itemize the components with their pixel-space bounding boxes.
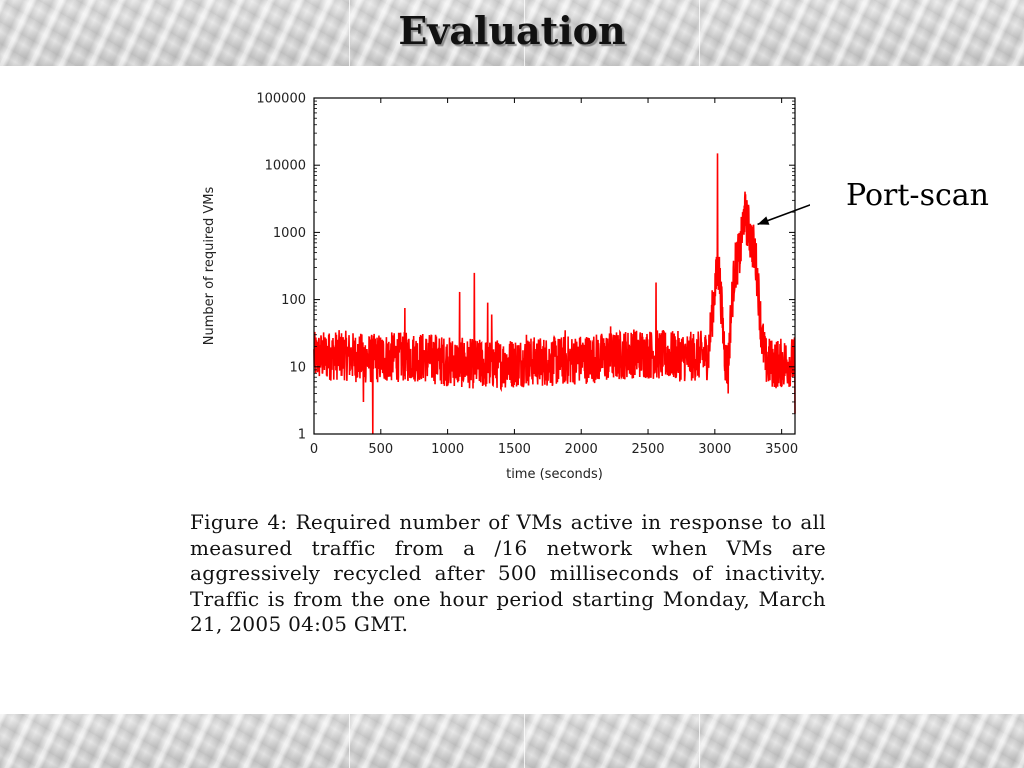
y-tick-label: 100000 (256, 92, 306, 107)
series-line (313, 153, 796, 435)
bottom-marble-band (0, 714, 1024, 768)
axis-layer: 0 500 1000 1500 2000 2500 3000 3500 1 10 100 1000 10… (256, 92, 798, 458)
y-tick-label: 10000 (265, 159, 306, 174)
x-tick-label: 2000 (565, 442, 598, 457)
figure-caption: Figure 4: Required number of VMs active … (190, 510, 826, 636)
y-tick-label: 10 (289, 360, 306, 375)
band-seam (699, 714, 700, 768)
x-axis-label: time (seconds) (506, 467, 603, 482)
band-seam (349, 714, 350, 768)
vm-count-chart: 0 500 1000 1500 2000 2500 3000 3500 1 10 100 1000 10… (202, 92, 810, 482)
band-seam (349, 0, 350, 66)
x-tick-label: 2500 (631, 442, 664, 457)
y-tick-label: 1000 (273, 226, 306, 241)
band-seam (524, 714, 525, 768)
x-tick-label: 3500 (765, 442, 798, 457)
y-axis-label: Number of required VMs (202, 187, 217, 346)
top-marble-band (0, 0, 1024, 66)
x-tick-label: 1000 (431, 442, 464, 457)
plot-frame (313, 97, 796, 435)
band-seam (524, 0, 525, 66)
arrow-head (757, 216, 770, 225)
arrow-shaft (757, 204, 810, 226)
series-layer (313, 153, 796, 435)
x-tick-label: 1500 (498, 442, 531, 457)
x-tick-label: 3000 (698, 442, 731, 457)
slide-title: Evaluation (398, 8, 626, 53)
port-scan-annotation: Port-scan (846, 178, 989, 213)
x-tick-label: 500 (368, 442, 393, 457)
y-tick-label: 100 (281, 293, 306, 308)
band-seam (699, 0, 700, 66)
port-scan-arrow (757, 204, 810, 226)
y-tick-label: 1 (298, 428, 306, 443)
x-tick-label: 0 (310, 442, 318, 457)
